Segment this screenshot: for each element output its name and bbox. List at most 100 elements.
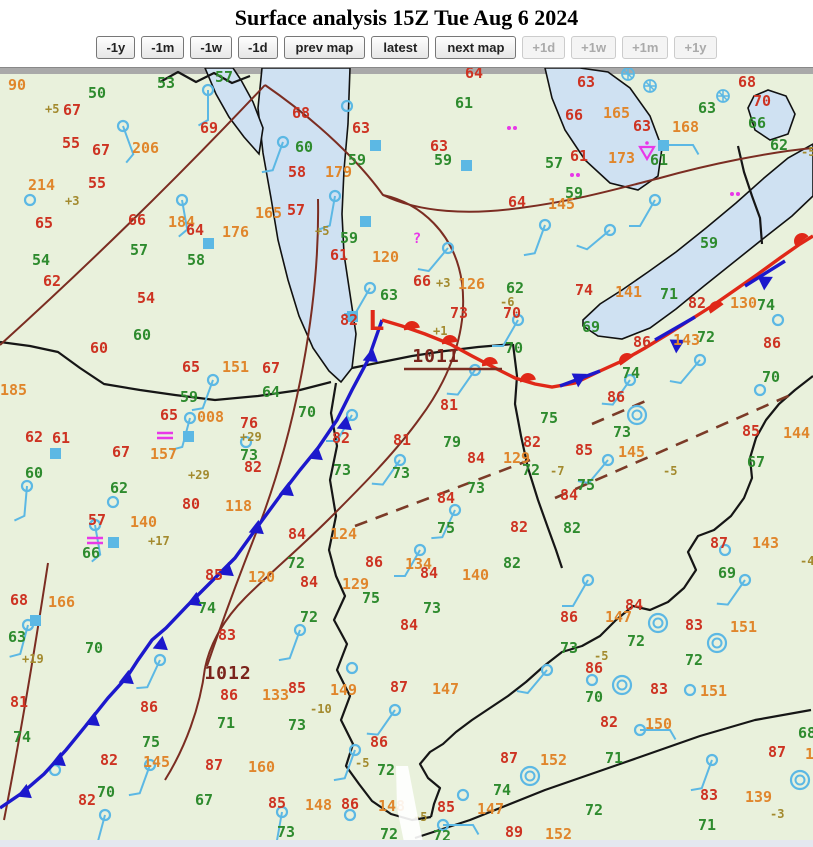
temperature-value: 81 xyxy=(10,693,28,711)
temperature-value: 67 xyxy=(262,359,280,377)
temperature-value: 86 xyxy=(607,388,625,406)
nav-button--1m[interactable]: -1m xyxy=(141,36,185,59)
wind-barb xyxy=(13,485,28,522)
dewpoint-value: 75 xyxy=(437,519,455,537)
station-circle xyxy=(413,543,427,557)
temperature-value: 62 xyxy=(25,428,43,446)
pressure-value: 152 xyxy=(540,751,567,769)
wind-barb xyxy=(122,125,135,164)
temperature-value: 85 xyxy=(437,798,455,816)
nav-button-latest[interactable]: latest xyxy=(371,36,430,59)
pressure-value: 145 xyxy=(548,195,575,213)
wind-barb xyxy=(278,629,301,662)
cold-front-line xyxy=(0,319,384,810)
state-border xyxy=(0,340,332,402)
sky-cover-filled-icon xyxy=(108,537,119,548)
station-circle xyxy=(48,763,62,777)
pressure-value: 129 xyxy=(342,575,369,593)
pressure-value: 90 xyxy=(8,76,26,94)
tendency-value: -7 xyxy=(550,464,564,478)
temperature-value: 87 xyxy=(390,678,408,696)
temperature-value: 60 xyxy=(90,339,108,357)
dewpoint-value: 73 xyxy=(560,639,578,657)
dewpoint-value: 70 xyxy=(762,368,780,386)
temperature-value: 84 xyxy=(560,486,578,504)
station-circle xyxy=(705,753,719,767)
temperature-value: 64 xyxy=(508,193,526,211)
station-circle xyxy=(771,313,785,327)
temperature-value: 80 xyxy=(182,495,200,513)
station-circle xyxy=(448,503,462,517)
temperature-value: 73 xyxy=(450,304,468,322)
isobar-line xyxy=(206,198,320,667)
dewpoint-value: 61 xyxy=(455,94,473,112)
dewpoint-value: 58 xyxy=(187,251,205,269)
temperature-value: 58 xyxy=(288,163,306,181)
wind-barb xyxy=(319,195,336,231)
station-circle xyxy=(603,223,617,237)
dewpoint-value: 75 xyxy=(577,476,595,494)
station-circle xyxy=(345,661,359,675)
wind-barb xyxy=(576,229,611,251)
clear-sky-icon xyxy=(647,612,669,634)
pressure-value: 129 xyxy=(503,449,530,467)
dewpoint-value: 69 xyxy=(718,564,736,582)
map-nav-toolbar: -1y -1m -1w -1d prev map latest next map +1d +1w… xyxy=(0,34,813,67)
station-circle xyxy=(693,353,707,367)
temperature-value: 76 xyxy=(240,414,258,432)
state-border xyxy=(159,70,251,85)
pressure-center-label: 1012 xyxy=(204,663,251,684)
temperature-value: 87 xyxy=(205,756,223,774)
warm-front-pip xyxy=(482,357,498,367)
sky-cover-filled-icon xyxy=(658,140,669,151)
dewpoint-value: 60 xyxy=(133,326,151,344)
temperature-value: 87 xyxy=(768,743,786,761)
dewpoint-value: 66 xyxy=(82,544,100,562)
dewpoint-value: 70 xyxy=(298,403,316,421)
station-circle xyxy=(633,723,647,737)
pressure-value: 145 xyxy=(143,753,170,771)
station-circle xyxy=(143,758,157,772)
temperature-value: 82 xyxy=(523,433,541,451)
dewpoint-value: 54 xyxy=(32,251,50,269)
dewpoint-value: 74 xyxy=(13,728,31,746)
pressure-value: 130 xyxy=(730,294,757,312)
tendency-value: +3 xyxy=(65,194,79,208)
nav-button-next-map[interactable]: next map xyxy=(435,36,517,59)
dewpoint-value: 71 xyxy=(605,749,623,767)
wind-barb xyxy=(417,247,449,273)
station-circle xyxy=(239,435,253,449)
nav-button--1w[interactable]: -1w xyxy=(190,36,233,59)
warm-front-pip xyxy=(520,373,536,383)
sky-cover-filled-icon xyxy=(203,238,214,249)
station-circle xyxy=(88,518,102,532)
wind-barb xyxy=(716,579,746,606)
temperature-value: 86 xyxy=(365,553,383,571)
nav-button--1d[interactable]: -1d xyxy=(238,36,278,59)
dewpoint-value: 75 xyxy=(540,409,558,427)
pressure-labels-layer: 1011 1012 L xyxy=(204,304,502,684)
pressure-value: 118 xyxy=(225,497,252,515)
wind-barb xyxy=(191,379,214,412)
isobar-line xyxy=(3,562,49,821)
pressure-value: 173 xyxy=(608,149,635,167)
station-circle xyxy=(683,683,697,697)
unknown-weather-icon: ? xyxy=(413,231,421,247)
tendency-value: -5 xyxy=(355,756,369,770)
wind-barb xyxy=(629,199,656,227)
dewpoint-value: 62 xyxy=(110,479,128,497)
pressure-value: 133 xyxy=(262,686,289,704)
map-bottom-edge xyxy=(0,840,813,847)
nav-button--1y[interactable]: -1y xyxy=(96,36,136,59)
dewpoint-value: 59 xyxy=(348,151,366,169)
nav-button-prev-map[interactable]: prev map xyxy=(283,36,366,59)
warm-front-pip xyxy=(709,301,724,314)
cold-front-pip xyxy=(248,519,264,535)
temperature-value: 86 xyxy=(560,608,578,626)
pressure-value: 144 xyxy=(783,424,810,442)
land-background xyxy=(0,68,813,847)
state-border xyxy=(511,343,564,569)
temperature-value: 86 xyxy=(220,686,238,704)
clear-sky-icon xyxy=(626,404,648,426)
